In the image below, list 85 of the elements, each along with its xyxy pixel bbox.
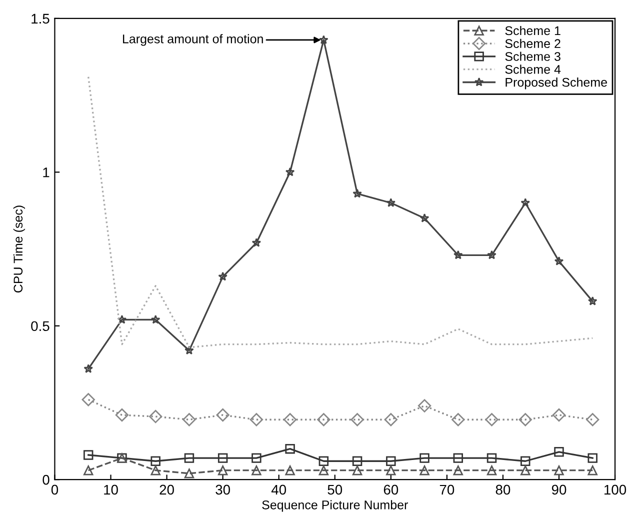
x-tick-label: 30	[216, 484, 230, 495]
annotation: Largest amount of motion	[123, 34, 263, 46]
point	[554, 447, 564, 457]
x-tick-label: 20	[160, 484, 174, 495]
point	[252, 465, 262, 476]
point	[518, 413, 532, 426]
point	[252, 238, 262, 247]
y-tick-label: 1.5	[32, 14, 50, 24]
point	[84, 364, 94, 373]
point	[318, 456, 329, 466]
point	[150, 314, 160, 324]
point	[588, 296, 598, 306]
point	[453, 250, 463, 260]
legend-label: Scheme 3	[505, 52, 560, 61]
point	[117, 314, 127, 324]
point	[150, 456, 160, 466]
point	[318, 465, 329, 476]
point	[317, 413, 330, 426]
y-tick-label: 0	[42, 474, 50, 485]
point	[83, 465, 94, 476]
point	[588, 453, 598, 463]
point	[552, 408, 566, 422]
point	[486, 453, 497, 463]
point	[520, 465, 530, 476]
x-tick-label: 10	[104, 484, 118, 495]
point	[554, 256, 564, 266]
point	[554, 465, 564, 476]
x-tick-label: 60	[384, 484, 398, 495]
y-tick-label: 0.5	[31, 321, 50, 332]
legend-label: Scheme 4	[505, 64, 561, 74]
x-tick-label: 0	[51, 484, 58, 495]
point	[420, 465, 430, 476]
point	[182, 413, 196, 426]
point	[452, 413, 465, 426]
point	[520, 456, 530, 466]
point	[352, 188, 362, 198]
point	[250, 413, 264, 426]
point	[453, 453, 464, 463]
point	[520, 198, 530, 207]
legend-label: Proposed Scheme	[506, 78, 607, 90]
x-axis-title: Sequence Picture Number	[262, 500, 408, 512]
y-tick-label: 1	[43, 168, 50, 178]
point	[184, 468, 194, 478]
point	[184, 453, 194, 463]
point	[386, 465, 396, 476]
point	[420, 453, 430, 463]
point	[283, 413, 297, 426]
point	[82, 393, 95, 406]
point	[216, 408, 230, 422]
point	[485, 413, 498, 426]
point	[420, 213, 430, 222]
x-tick-label: 50	[328, 484, 342, 495]
point	[319, 35, 328, 44]
x-tick-label: 70	[440, 484, 454, 495]
x-tick-label: 40	[271, 484, 286, 495]
point	[350, 413, 364, 426]
legend-label: Scheme 1	[505, 26, 560, 36]
point	[218, 465, 228, 476]
y-axis-title: CPU Time (sec)	[13, 206, 26, 292]
x-tick-label: 100	[604, 484, 626, 495]
point	[252, 453, 262, 463]
point	[149, 410, 162, 424]
point	[218, 453, 228, 463]
point	[386, 198, 396, 207]
point	[83, 450, 94, 460]
point	[486, 465, 497, 476]
point	[352, 465, 362, 476]
point	[285, 444, 295, 454]
point	[115, 408, 129, 422]
point	[418, 399, 432, 412]
point	[384, 413, 398, 426]
point	[285, 167, 295, 176]
point	[352, 456, 362, 466]
legend-label: Scheme 2	[505, 38, 560, 48]
point	[218, 272, 228, 281]
x-tick-label: 90	[552, 484, 566, 495]
point	[586, 413, 600, 426]
point	[588, 465, 598, 476]
point	[150, 465, 160, 476]
point	[285, 465, 295, 476]
point	[386, 456, 396, 466]
x-tick-label: 80	[496, 484, 510, 495]
point	[184, 346, 194, 355]
point	[453, 465, 464, 476]
point	[487, 250, 496, 260]
